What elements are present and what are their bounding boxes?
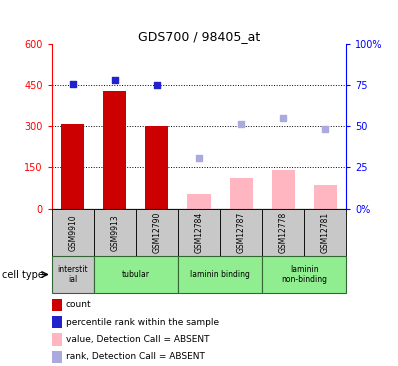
Text: laminin
non-binding: laminin non-binding — [281, 265, 327, 284]
Bar — [314, 185, 337, 209]
Point — [112, 77, 118, 83]
Bar — [178, 256, 262, 293]
Text: GSM12778: GSM12778 — [279, 212, 288, 253]
Bar — [262, 209, 304, 256]
Bar — [94, 256, 178, 293]
Text: GSM9910: GSM9910 — [68, 214, 77, 251]
Point — [238, 120, 244, 126]
Bar — [145, 126, 168, 209]
Point — [280, 115, 286, 121]
Text: GSM12784: GSM12784 — [195, 212, 203, 253]
Text: cell type: cell type — [2, 269, 44, 280]
Point — [322, 126, 328, 132]
Title: GDS700 / 98405_at: GDS700 / 98405_at — [138, 30, 260, 43]
Bar — [52, 333, 62, 346]
Point — [70, 81, 76, 87]
Bar — [187, 194, 211, 209]
Bar — [230, 178, 253, 209]
Bar — [220, 209, 262, 256]
Point — [196, 155, 202, 161]
Bar — [103, 90, 127, 209]
Text: value, Detection Call = ABSENT: value, Detection Call = ABSENT — [66, 335, 209, 344]
Text: GSM12790: GSM12790 — [152, 212, 162, 253]
Bar — [52, 351, 62, 363]
Bar — [178, 209, 220, 256]
Bar — [271, 170, 295, 209]
Text: GSM12781: GSM12781 — [321, 212, 330, 253]
Text: tubular: tubular — [122, 270, 150, 279]
Text: GSM12787: GSM12787 — [236, 212, 246, 253]
Bar — [52, 256, 94, 293]
Text: count: count — [66, 300, 91, 309]
Bar — [136, 209, 178, 256]
Bar — [52, 316, 62, 328]
Bar — [52, 299, 62, 311]
Point — [154, 82, 160, 88]
Text: GSM9913: GSM9913 — [110, 214, 119, 251]
Bar — [262, 256, 346, 293]
Bar — [52, 209, 94, 256]
Text: interstit
ial: interstit ial — [57, 265, 88, 284]
Text: rank, Detection Call = ABSENT: rank, Detection Call = ABSENT — [66, 352, 205, 362]
Text: percentile rank within the sample: percentile rank within the sample — [66, 318, 219, 327]
Bar — [61, 124, 84, 209]
Text: laminin binding: laminin binding — [190, 270, 250, 279]
Bar — [304, 209, 346, 256]
Bar — [94, 209, 136, 256]
